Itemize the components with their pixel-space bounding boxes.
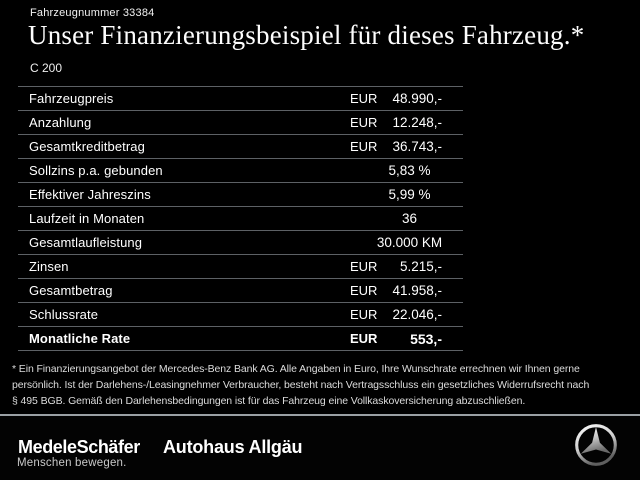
row-currency: EUR <box>350 91 378 106</box>
table-row-schlussrate: Schlussrate EUR 22.046,- <box>18 303 463 327</box>
row-value: 5.215,- <box>399 259 442 274</box>
row-value: 5,83 % <box>388 163 431 178</box>
row-value: 36.743,- <box>392 139 442 154</box>
page-title: Unser Finanzierungsbeispiel für dieses F… <box>28 20 585 50</box>
table-row-gesamtbetrag: Gesamtbetrag EUR 41.958,- <box>18 279 463 303</box>
financing-table: Fahrzeugpreis EUR 48.990,- Anzahlung EUR 1… <box>18 86 463 351</box>
table-row-sollzins: Sollzins p.a. gebunden 5,83 % <box>18 159 463 183</box>
footnote-line: * Ein Finanzierungsangebot der Mercedes-… <box>12 363 580 375</box>
row-currency: EUR <box>350 139 378 154</box>
row-currency: EUR <box>350 331 378 346</box>
row-label: Effektiver Jahreszins <box>29 187 151 202</box>
row-label: Laufzeit in Monaten <box>29 211 145 226</box>
row-label: Gesamtbetrag <box>29 283 113 298</box>
row-currency: EUR <box>350 259 378 274</box>
row-label: Sollzins p.a. gebunden <box>29 163 163 178</box>
table-row-gesamtkreditbetrag: Gesamtkreditbetrag EUR 36.743,- <box>18 135 463 159</box>
row-value: 41.958,- <box>392 283 442 298</box>
dealer-logo-autohaus-allgaeu: Autohaus Allgäu <box>163 437 303 457</box>
row-value: 22.046,- <box>392 307 442 322</box>
row-value: 12.248,- <box>392 115 442 130</box>
table-row-monatliche-rate: Monatliche Rate EUR 553,- <box>18 327 463 351</box>
footnote-line: persönlich. Ist der Darlehens-/Leasingne… <box>12 379 590 391</box>
table-row-anzahlung: Anzahlung EUR 12.248,- <box>18 111 463 135</box>
row-label: Schlussrate <box>29 307 99 322</box>
row-label: Gesamtlaufleistung <box>29 235 143 250</box>
dealer-tagline: Menschen bewegen. <box>17 457 127 469</box>
table-row-laufzeit: Laufzeit in Monaten 36 <box>18 207 463 231</box>
table-row-effektiver-jahreszins: Effektiver Jahreszins 5,99 % <box>18 183 463 207</box>
table-row-zinsen: Zinsen EUR 5.215,- <box>18 255 463 279</box>
table-row-gesamtlaufleistung: Gesamtlaufleistung 30.000 KM <box>18 231 463 255</box>
row-value: 30.000 KM <box>376 235 443 250</box>
row-value: 48.990,- <box>392 91 442 106</box>
row-currency: EUR <box>350 307 378 322</box>
footnote-line: § 495 BGB. Gemäß den Darlehensbedingunge… <box>12 395 526 407</box>
row-value: 553,- <box>410 330 442 347</box>
footnote: * Ein Finanzierungsangebot der Mercedes-… <box>12 361 589 409</box>
row-label: Monatliche Rate <box>29 331 131 346</box>
mercedes-star-icon <box>575 424 617 466</box>
row-label: Zinsen <box>29 259 69 274</box>
vehicle-model: C 200 <box>30 61 63 75</box>
row-label: Anzahlung <box>29 115 92 130</box>
dealer-logo-medele-schaefer: MedeleSchäfer <box>18 437 140 457</box>
row-label: Gesamtkreditbetrag <box>29 139 145 154</box>
row-value: 5,99 % <box>388 187 431 202</box>
row-currency: EUR <box>350 283 378 298</box>
footer <box>0 416 640 480</box>
vehicle-number: Fahrzeugnummer 33384 <box>30 7 155 19</box>
row-currency: EUR <box>350 115 378 130</box>
table-row-fahrzeugpreis: Fahrzeugpreis EUR 48.990,- <box>18 87 463 111</box>
row-value: 36 <box>401 211 418 226</box>
row-label: Fahrzeugpreis <box>29 91 114 106</box>
footer-divider <box>0 414 640 416</box>
